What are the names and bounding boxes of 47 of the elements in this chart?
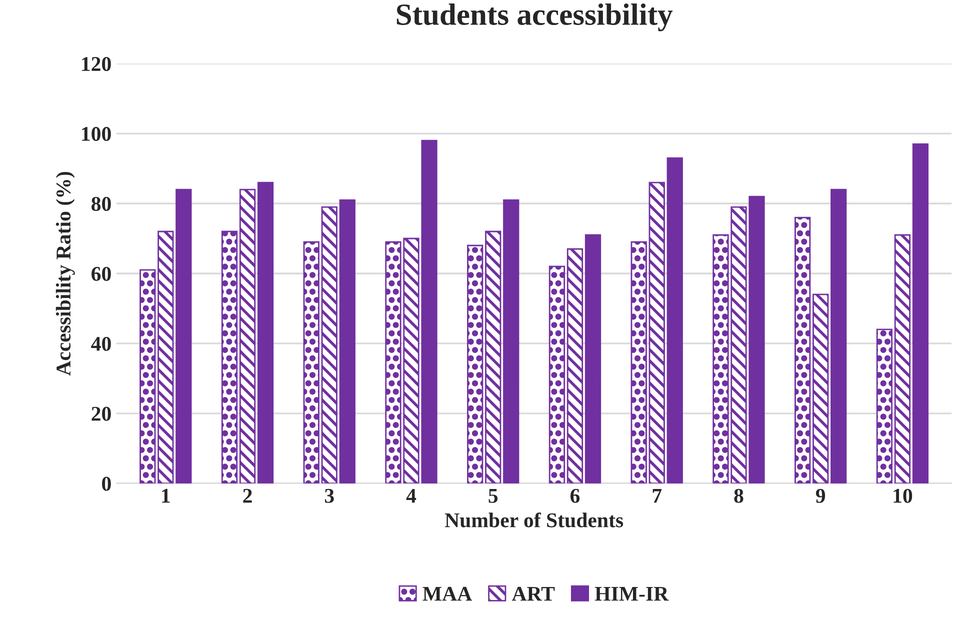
bar [485,230,502,484]
bar [467,244,484,484]
bar [794,216,811,484]
x-tick-label: 6 [570,488,580,503]
x-tick-label: 8 [734,488,744,503]
bar [830,188,847,484]
bar [221,230,238,484]
y-tick-label: 20 [92,406,111,421]
x-tick-label: 5 [488,489,498,503]
bar [584,234,602,484]
y-axis-title: Accessibility Ratio (%) [56,172,75,376]
y-tick-label: 0 [102,476,111,491]
bar [158,230,174,484]
bar [566,248,584,484]
bar [303,241,320,484]
bar [812,294,829,484]
y-tick-label: 100 [82,126,111,141]
y-tick-label: 60 [92,266,111,281]
chart-title: Students accessibility [396,4,673,32]
bar [666,157,683,484]
x-tick-label: 7 [652,489,662,503]
x-axis-title: Number of Students [444,512,624,528]
legend-label: ART [512,586,555,601]
y-tick-label: 80 [92,196,111,211]
bar [630,241,647,484]
legend-label: MAA [422,586,472,601]
bar [257,182,274,484]
bar [548,266,566,484]
x-tick-label: 1 [162,488,170,503]
bar [912,143,929,484]
bar [239,188,256,484]
bar [648,182,665,484]
x-tick-label: 3 [324,488,334,503]
y-tick-label: 40 [91,336,111,351]
bar [321,206,338,484]
x-tick-label: 9 [816,488,826,503]
x-tick-label: 4 [406,488,416,503]
x-tick-label: 2 [243,488,252,503]
bar [140,269,156,484]
bar [503,199,520,484]
bar [339,199,356,484]
legend-label: HIM-IR [594,587,669,601]
y-tick-label: 120 [82,56,111,72]
bar [894,234,911,484]
bar [876,328,893,484]
bar [176,188,192,484]
x-tick-label: 10 [894,488,912,503]
